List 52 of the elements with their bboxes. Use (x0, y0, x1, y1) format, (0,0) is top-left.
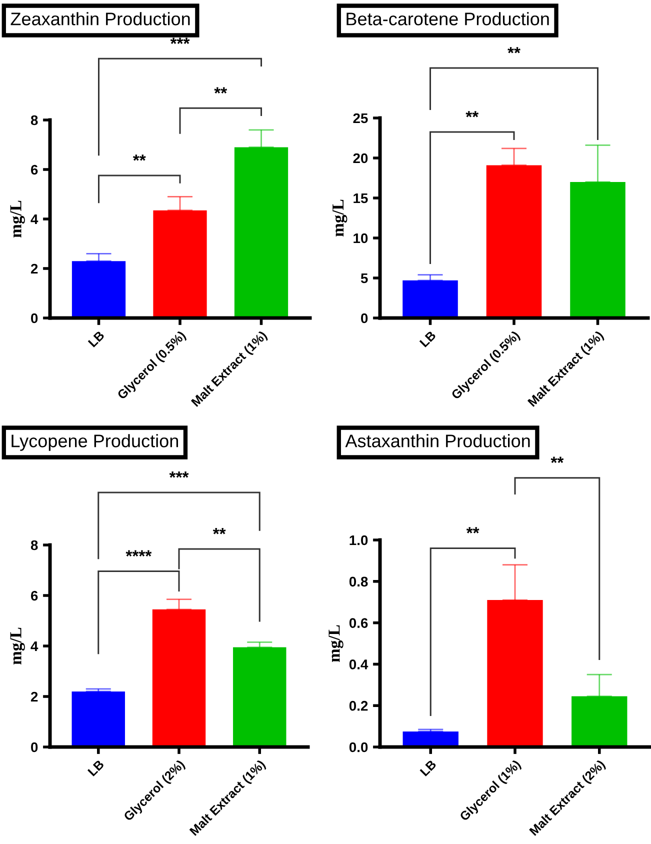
annotation: **** (126, 550, 152, 556)
text: *** (170, 38, 190, 44)
y-tick-label: 4 (30, 641, 38, 652)
x-tick-label: LB (88, 760, 104, 776)
text: *** (169, 471, 189, 478)
y-tick-label: 6 (30, 164, 38, 175)
y-tick-label: 0 (361, 313, 368, 324)
y-axis-title: mg/L (10, 200, 25, 238)
text: ** (212, 528, 226, 534)
y-tick-label: 4 (30, 214, 38, 224)
bar (153, 210, 207, 318)
y-axis-title: mg/L (10, 628, 25, 665)
x-tick-label: LB (88, 330, 105, 348)
annotation: ** (132, 154, 146, 161)
y-tick-label: 8 (30, 115, 38, 126)
y-tick-label: 0 (31, 313, 38, 324)
text: ** (466, 527, 480, 534)
chart-title: Beta-carotene Production (346, 12, 549, 26)
y-axis-title: mg/L (328, 625, 344, 662)
y-tick-label: 20 (353, 153, 368, 164)
bar (402, 731, 458, 747)
bar (572, 696, 628, 747)
y-tick-label: 0.6 (349, 618, 368, 628)
y-tick-label: 8 (30, 540, 38, 550)
chart-title: Zeaxanthin Production (10, 12, 190, 26)
y-tick-label: 0.4 (349, 660, 368, 670)
y-tick-label: 15 (354, 193, 368, 204)
y-tick-label: 0.8 (349, 576, 368, 587)
y-tick-label: 25 (353, 113, 368, 124)
y-tick-label: 1.0 (350, 535, 368, 546)
bar (570, 182, 626, 318)
bar (402, 280, 458, 318)
text: ** (214, 87, 228, 94)
text: ** (550, 456, 564, 463)
text: ** (466, 111, 479, 118)
bar (233, 647, 286, 747)
bar (72, 691, 125, 747)
y-tick-label: 5 (360, 273, 368, 284)
chart-title: Astaxanthin Production (345, 434, 530, 448)
y-tick-label: 2 (30, 692, 38, 702)
x-tick-label: LB (419, 330, 436, 348)
y-tick-label: 6 (30, 590, 38, 601)
y-tick-label: 0 (31, 742, 38, 752)
x-tick-label: LB (420, 760, 437, 776)
text: ** (508, 47, 520, 54)
y-tick-label: 0.0 (349, 742, 368, 752)
y-tick-label: 2 (30, 264, 38, 274)
y-tick-label: 0.2 (349, 700, 368, 711)
y-axis-title: mg/L (332, 200, 348, 237)
chart-title: Lycopene Production (12, 434, 178, 451)
y-tick-label: 10 (354, 233, 368, 244)
bar (72, 261, 126, 318)
